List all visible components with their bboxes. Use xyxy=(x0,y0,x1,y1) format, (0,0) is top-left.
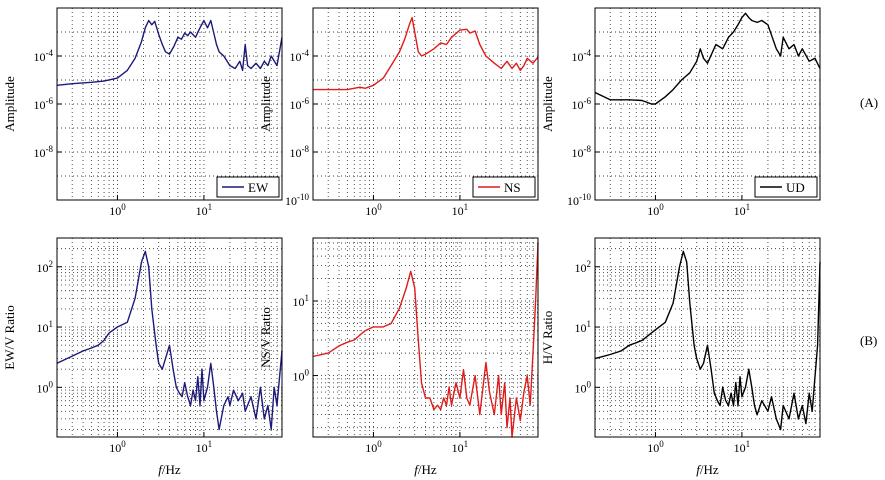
chart-1-2-frame xyxy=(594,237,821,438)
chart-0-2-series-ud xyxy=(594,12,821,105)
chart-1-2-x-axis-label: f/Hz xyxy=(696,462,719,477)
chart-1-1-y-tick-label: 101 xyxy=(293,293,310,309)
chart-1-2-y-axis-label: H/V Ratio xyxy=(540,311,555,365)
chart-1-2-series-line-0 xyxy=(594,250,821,431)
chart-0-2-legend-box xyxy=(754,176,818,198)
chart-0-1-series-ns xyxy=(313,16,539,91)
chart-0-2-x-tick-label: 101 xyxy=(734,202,751,218)
chart-1-0-series-line-0 xyxy=(56,250,283,431)
chart-0-0-series-ew xyxy=(56,19,283,86)
chart-1-2-panel: 100 101 100 101 102 H/V Ratio f/Hz xyxy=(540,237,821,477)
chart-1-0-x-axis-label: f/Hz xyxy=(158,462,181,477)
chart-1-0-y-axis-label: EW/V Ratio xyxy=(2,305,17,369)
chart-0-0-x-tick-label: 101 xyxy=(196,202,213,218)
chart-0-2-y-tick-label: 10-10 xyxy=(567,192,591,208)
chart-0-1-y-tick-label: 10-8 xyxy=(290,144,310,160)
chart-1-0-panel: 100 101 100 101 102 EW/V Ratio f/Hz xyxy=(2,237,283,477)
chart-0-2-y-tick-label: 10-8 xyxy=(572,144,592,160)
chart-0-0-y-axis-label: Amplitude xyxy=(2,76,17,132)
chart-0-1-x-tick-label: 100 xyxy=(365,202,382,218)
chart-1-0-frame xyxy=(56,237,283,438)
chart-1-2-grid xyxy=(595,238,820,437)
chart-1-1-panel: 100 101 100 101 NS/V Ratio f/Hz xyxy=(258,237,539,477)
chart-0-1-grid xyxy=(313,8,538,200)
chart-0-0-y-tick-label: 10-6 xyxy=(34,96,54,112)
chart-1-0-y-tick-label: 102 xyxy=(37,259,54,275)
chart-0-1-legend-label: NS xyxy=(504,180,521,195)
chart-1-1-x-axis-label: f/Hz xyxy=(414,462,437,477)
chart-0-1-x-tick-label: 101 xyxy=(452,202,469,218)
chart-1-1-y-axis-label: NS/V Ratio xyxy=(258,307,273,368)
chart-0-0-legend-label: EW xyxy=(248,180,269,195)
chart-1-1-frame xyxy=(312,237,539,438)
chart-0-2-legend: UD xyxy=(754,176,818,198)
chart-1-2-y-tick-label: 100 xyxy=(575,379,592,395)
chart-0-0-panel: 100 101 10-8 10-6 10-4 Amplitude EW xyxy=(2,7,283,218)
chart-1-0-y-tick-label: 100 xyxy=(37,379,54,395)
chart-1-0-grid xyxy=(57,238,282,437)
chart-0-2-y-tick-label: 10-4 xyxy=(572,48,592,64)
chart-1-2-x-tick-label: 100 xyxy=(647,439,664,455)
chart-1-2-x-tick-label: 101 xyxy=(734,439,751,455)
chart-0-1-y-tick-label: 10-4 xyxy=(290,48,310,64)
chart-0-2-y-tick-label: 10-6 xyxy=(572,96,592,112)
chart-0-2-legend-label: UD xyxy=(786,180,805,195)
chart-1-1-x-tick-label: 101 xyxy=(452,439,469,455)
chart-1-0-y-tick-label: 101 xyxy=(37,319,54,335)
chart-0-1-legend-box xyxy=(472,176,536,198)
chart-0-1-panel: 100 101 10-10 10-8 10-6 10-4 Amplitude NS xyxy=(258,7,539,218)
chart-0-0-y-tick-label: 10-4 xyxy=(34,48,54,64)
chart-0-1-y-axis-label: Amplitude xyxy=(258,76,273,132)
chart-0-1-legend: NS xyxy=(472,176,536,198)
chart-0-2-x-tick-label: 100 xyxy=(647,202,664,218)
chart-1-1-y-tick-label: 100 xyxy=(293,368,310,384)
chart-0-1-y-tick-label: 10-6 xyxy=(290,96,310,112)
chart-1-0-x-tick-label: 100 xyxy=(109,439,126,455)
chart-1-2-y-tick-label: 101 xyxy=(575,319,592,335)
chart-1-1-grid xyxy=(313,238,538,437)
row-label-a: (A) xyxy=(860,95,878,110)
chart-panels: 100 101 10-8 10-6 10-4 Amplitude EW 100 101 10-10… xyxy=(2,7,821,477)
chart-1-1-x-tick-label: 100 xyxy=(365,439,382,455)
chart-0-1-y-tick-label: 10-10 xyxy=(285,192,309,208)
chart-0-0-y-tick-label: 10-8 xyxy=(34,144,54,160)
chart-0-2-grid xyxy=(595,8,820,200)
chart-0-0-legend: EW xyxy=(216,176,280,198)
chart-1-2-y-tick-label: 102 xyxy=(575,259,592,275)
row-label-b: (B) xyxy=(860,333,877,348)
chart-0-0-grid xyxy=(57,8,282,200)
chart-0-2-panel: 100 101 10-10 10-8 10-6 10-4 Amplitude UD xyxy=(540,7,821,218)
chart-0-0-legend-box xyxy=(216,176,280,198)
chart-0-0-x-tick-label: 100 xyxy=(109,202,126,218)
chart-0-2-y-axis-label: Amplitude xyxy=(540,76,555,132)
chart-1-0-x-tick-label: 101 xyxy=(196,439,213,455)
